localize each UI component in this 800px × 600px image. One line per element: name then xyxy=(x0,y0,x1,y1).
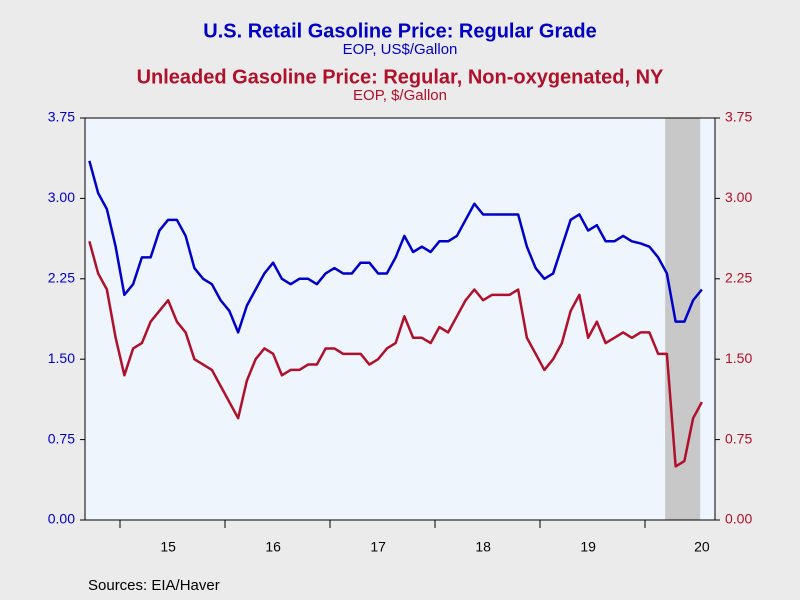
y2-tick-label: 3.00 xyxy=(725,189,752,205)
y2-tick-label: 0.00 xyxy=(725,511,752,527)
y-tick-label: 0.75 xyxy=(48,430,75,446)
plot-area xyxy=(85,118,715,520)
y2-tick-label: 2.25 xyxy=(725,270,752,286)
units-2: EOP, $/Gallon xyxy=(353,87,447,104)
recession-shade xyxy=(665,118,701,520)
y2-tick-label: 1.50 xyxy=(725,350,752,366)
y2-tick-label: 3.75 xyxy=(725,109,752,125)
title-2: Unleaded Gasoline Price: Regular, Non-ox… xyxy=(137,66,664,88)
series-line xyxy=(88,240,703,468)
series-line xyxy=(88,160,703,334)
y2-tick-label: 0.75 xyxy=(725,430,752,446)
title-1: U.S. Retail Gasoline Price: Regular Grad… xyxy=(203,20,596,42)
x-tick-label: 17 xyxy=(370,539,386,555)
plot-border xyxy=(84,117,716,521)
x-tick-label: 18 xyxy=(475,539,491,555)
y-tick-label: 3.75 xyxy=(48,109,75,125)
source: Sources: EIA/Haver xyxy=(88,577,220,594)
y-tick-label: 3.00 xyxy=(48,189,75,205)
x-tick-label: 16 xyxy=(265,539,281,555)
y-tick-label: 1.50 xyxy=(48,350,75,366)
y-tick-label: 2.25 xyxy=(48,270,75,286)
x-tick-label: 15 xyxy=(160,539,176,555)
y-tick-label: 0.00 xyxy=(48,511,75,527)
units-1: EOP, US$/Gallon xyxy=(343,41,458,58)
x-tick-label: 20 xyxy=(694,539,710,555)
x-tick-label: 19 xyxy=(580,539,596,555)
